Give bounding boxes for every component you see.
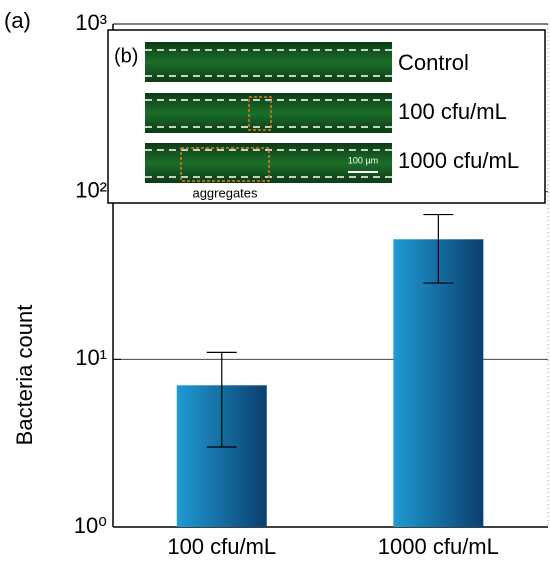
chart: (a) Bacteria count 10⁰ 10¹ 10² 10³ 100 cfu/m… bbox=[0, 0, 550, 560]
inset-label: (b) bbox=[114, 45, 138, 67]
y-tick-label: 10² bbox=[75, 177, 107, 202]
y-tick-label: 10¹ bbox=[75, 345, 107, 370]
row-label: 100 cfu/mL bbox=[398, 99, 507, 124]
row-label: Control bbox=[398, 50, 469, 75]
y-axis-label: Bacteria count bbox=[12, 305, 37, 446]
scale-bar-label: 100 µm bbox=[348, 155, 378, 165]
panel-label: (a) bbox=[4, 8, 31, 33]
annotation: aggregates bbox=[192, 185, 258, 200]
y-tick-label: 10⁰ bbox=[74, 513, 107, 538]
row-label: 1000 cfu/mL bbox=[398, 148, 519, 173]
y-tick-label: 10³ bbox=[75, 10, 107, 35]
x-tick-label: 1000 cfu/mL bbox=[378, 534, 499, 559]
inset: 100 µm (b) Control 100 cfu/mL 1000 cfu/m… bbox=[108, 30, 545, 203]
x-tick-label: 100 cfu/mL bbox=[167, 534, 276, 559]
